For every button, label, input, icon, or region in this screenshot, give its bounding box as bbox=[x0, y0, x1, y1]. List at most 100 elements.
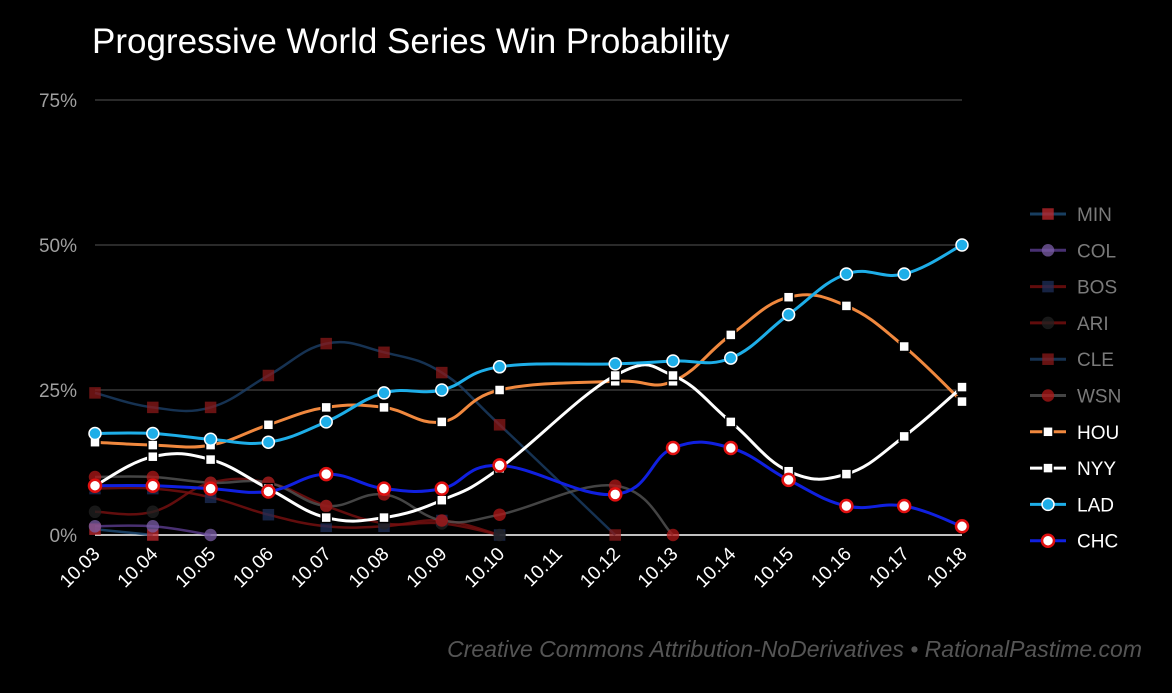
marker-nyy-point bbox=[147, 450, 159, 463]
marker-wsn-legend bbox=[1041, 389, 1055, 402]
marker-chc-point bbox=[434, 481, 450, 496]
legend-label-nyy: NYY bbox=[1077, 459, 1116, 480]
x-tick-label: 10.04 bbox=[114, 543, 163, 592]
marker-chc-point bbox=[318, 466, 334, 482]
marker-col-legend bbox=[1041, 244, 1055, 257]
y-axis-ticks: 0% 25% 50% 75% bbox=[39, 91, 77, 547]
legend-label-chc: CHC bbox=[1077, 532, 1118, 553]
marker-nyy-point bbox=[840, 468, 853, 480]
marker-chc-point bbox=[665, 440, 681, 456]
marker-lad-point bbox=[608, 357, 622, 371]
marker-nyy-legend bbox=[1042, 462, 1054, 474]
marker-lad-point bbox=[839, 267, 854, 281]
marker-cle-point bbox=[262, 369, 275, 382]
marker-hou-point bbox=[493, 384, 506, 396]
marker-wsn-point bbox=[666, 528, 680, 542]
marker-nyy-point bbox=[667, 369, 679, 382]
legend-label-min: MIN bbox=[1077, 205, 1112, 226]
marker-chc-point bbox=[376, 481, 392, 496]
series-line-hou bbox=[94, 293, 964, 449]
marker-hou-point bbox=[262, 419, 275, 431]
marker-lad-point bbox=[146, 426, 160, 441]
marker-lad-point bbox=[319, 415, 333, 429]
marker-chc-legend bbox=[1040, 533, 1056, 548]
x-tick-label: 10.09 bbox=[403, 544, 451, 592]
marker-chc-point bbox=[954, 519, 970, 534]
marker-chc-point bbox=[896, 498, 912, 514]
marker-hou-point bbox=[725, 329, 737, 341]
marker-col-point bbox=[204, 528, 217, 542]
chart-title: Progressive World Series Win Probability bbox=[92, 22, 730, 61]
legend-label-ari: ARI bbox=[1077, 314, 1109, 335]
marker-chc-point bbox=[839, 498, 854, 514]
gridlines bbox=[95, 99, 962, 536]
marker-nyy-point bbox=[436, 494, 448, 506]
marker-cle-point bbox=[147, 401, 159, 414]
legend-label-bos: BOS bbox=[1077, 278, 1117, 299]
marker-nyy-point bbox=[378, 511, 390, 524]
marker-cle-point bbox=[436, 366, 448, 379]
marker-ari-point bbox=[146, 505, 160, 519]
marker-cle-point bbox=[204, 401, 217, 414]
marker-nyy-point bbox=[204, 453, 217, 466]
series-line-nyy bbox=[94, 363, 963, 523]
marker-lad-point bbox=[203, 432, 218, 447]
marker-cle-point bbox=[320, 337, 332, 350]
marker-nyy-point bbox=[898, 430, 910, 443]
marker-lad-point bbox=[724, 351, 738, 365]
x-tick-label: 10.11 bbox=[519, 544, 566, 591]
x-tick-label: 10.10 bbox=[461, 544, 509, 592]
marker-bos-point bbox=[262, 508, 275, 521]
x-axis-ticks: 10.03 10.04 10.05 10.06 10.07 10.08 10.09 10.10… bbox=[56, 543, 971, 592]
legend-label-hou: HOU bbox=[1077, 423, 1119, 444]
marker-cle-legend bbox=[1042, 353, 1054, 365]
marker-hou-legend bbox=[1042, 426, 1054, 438]
x-tick-label: 10.18 bbox=[923, 544, 971, 592]
x-tick-label: 10.16 bbox=[807, 544, 855, 592]
marker-hou-point bbox=[378, 401, 390, 414]
y-tick-label: 75% bbox=[39, 91, 77, 112]
series-line-ari bbox=[94, 477, 500, 537]
marker-wsn-point bbox=[493, 508, 506, 521]
marker-lad-point bbox=[492, 360, 507, 374]
marker-lad-point bbox=[88, 426, 102, 441]
marker-chc-point bbox=[607, 487, 623, 502]
y-tick-label: 25% bbox=[39, 381, 77, 402]
marker-hou-point bbox=[840, 300, 853, 312]
marker-ari-point bbox=[493, 528, 506, 542]
marker-lad-point bbox=[666, 354, 680, 368]
marker-ari-point bbox=[88, 505, 102, 519]
marker-lad-point bbox=[897, 267, 911, 281]
marker-chc-point bbox=[781, 472, 796, 488]
marker-hou-point bbox=[782, 291, 795, 303]
series-line-min bbox=[94, 527, 153, 537]
legend-label-wsn: WSN bbox=[1077, 387, 1121, 408]
marker-lad-legend bbox=[1041, 497, 1055, 512]
marker-chc-point bbox=[87, 478, 103, 493]
marker-cle-point bbox=[378, 346, 390, 359]
marker-hou-point bbox=[436, 416, 448, 428]
marker-lad-point bbox=[781, 307, 796, 322]
x-tick-label: 10.13 bbox=[634, 544, 682, 592]
marker-wsn-point bbox=[435, 514, 449, 527]
x-tick-label: 10.05 bbox=[172, 544, 220, 592]
marker-wsn-point bbox=[319, 499, 333, 513]
marker-hou-point bbox=[147, 439, 159, 451]
legend-label-lad: LAD bbox=[1077, 495, 1114, 516]
marker-chc-point bbox=[145, 478, 161, 493]
marker-col-point bbox=[146, 520, 160, 533]
marker-chc-point bbox=[723, 440, 739, 456]
series-lines bbox=[94, 243, 964, 537]
x-tick-label: 10.15 bbox=[750, 544, 798, 592]
marker-hou-point bbox=[956, 395, 968, 408]
marker-chc-point bbox=[203, 481, 218, 496]
marker-min-legend bbox=[1042, 208, 1054, 220]
legend-label-col: COL bbox=[1077, 241, 1116, 262]
marker-cle-point bbox=[609, 529, 621, 541]
x-tick-label: 10.14 bbox=[692, 543, 741, 592]
series-line-chc bbox=[94, 440, 963, 528]
marker-lad-point bbox=[377, 386, 391, 400]
y-tick-label: 0% bbox=[50, 526, 78, 547]
marker-chc-point bbox=[261, 484, 276, 499]
